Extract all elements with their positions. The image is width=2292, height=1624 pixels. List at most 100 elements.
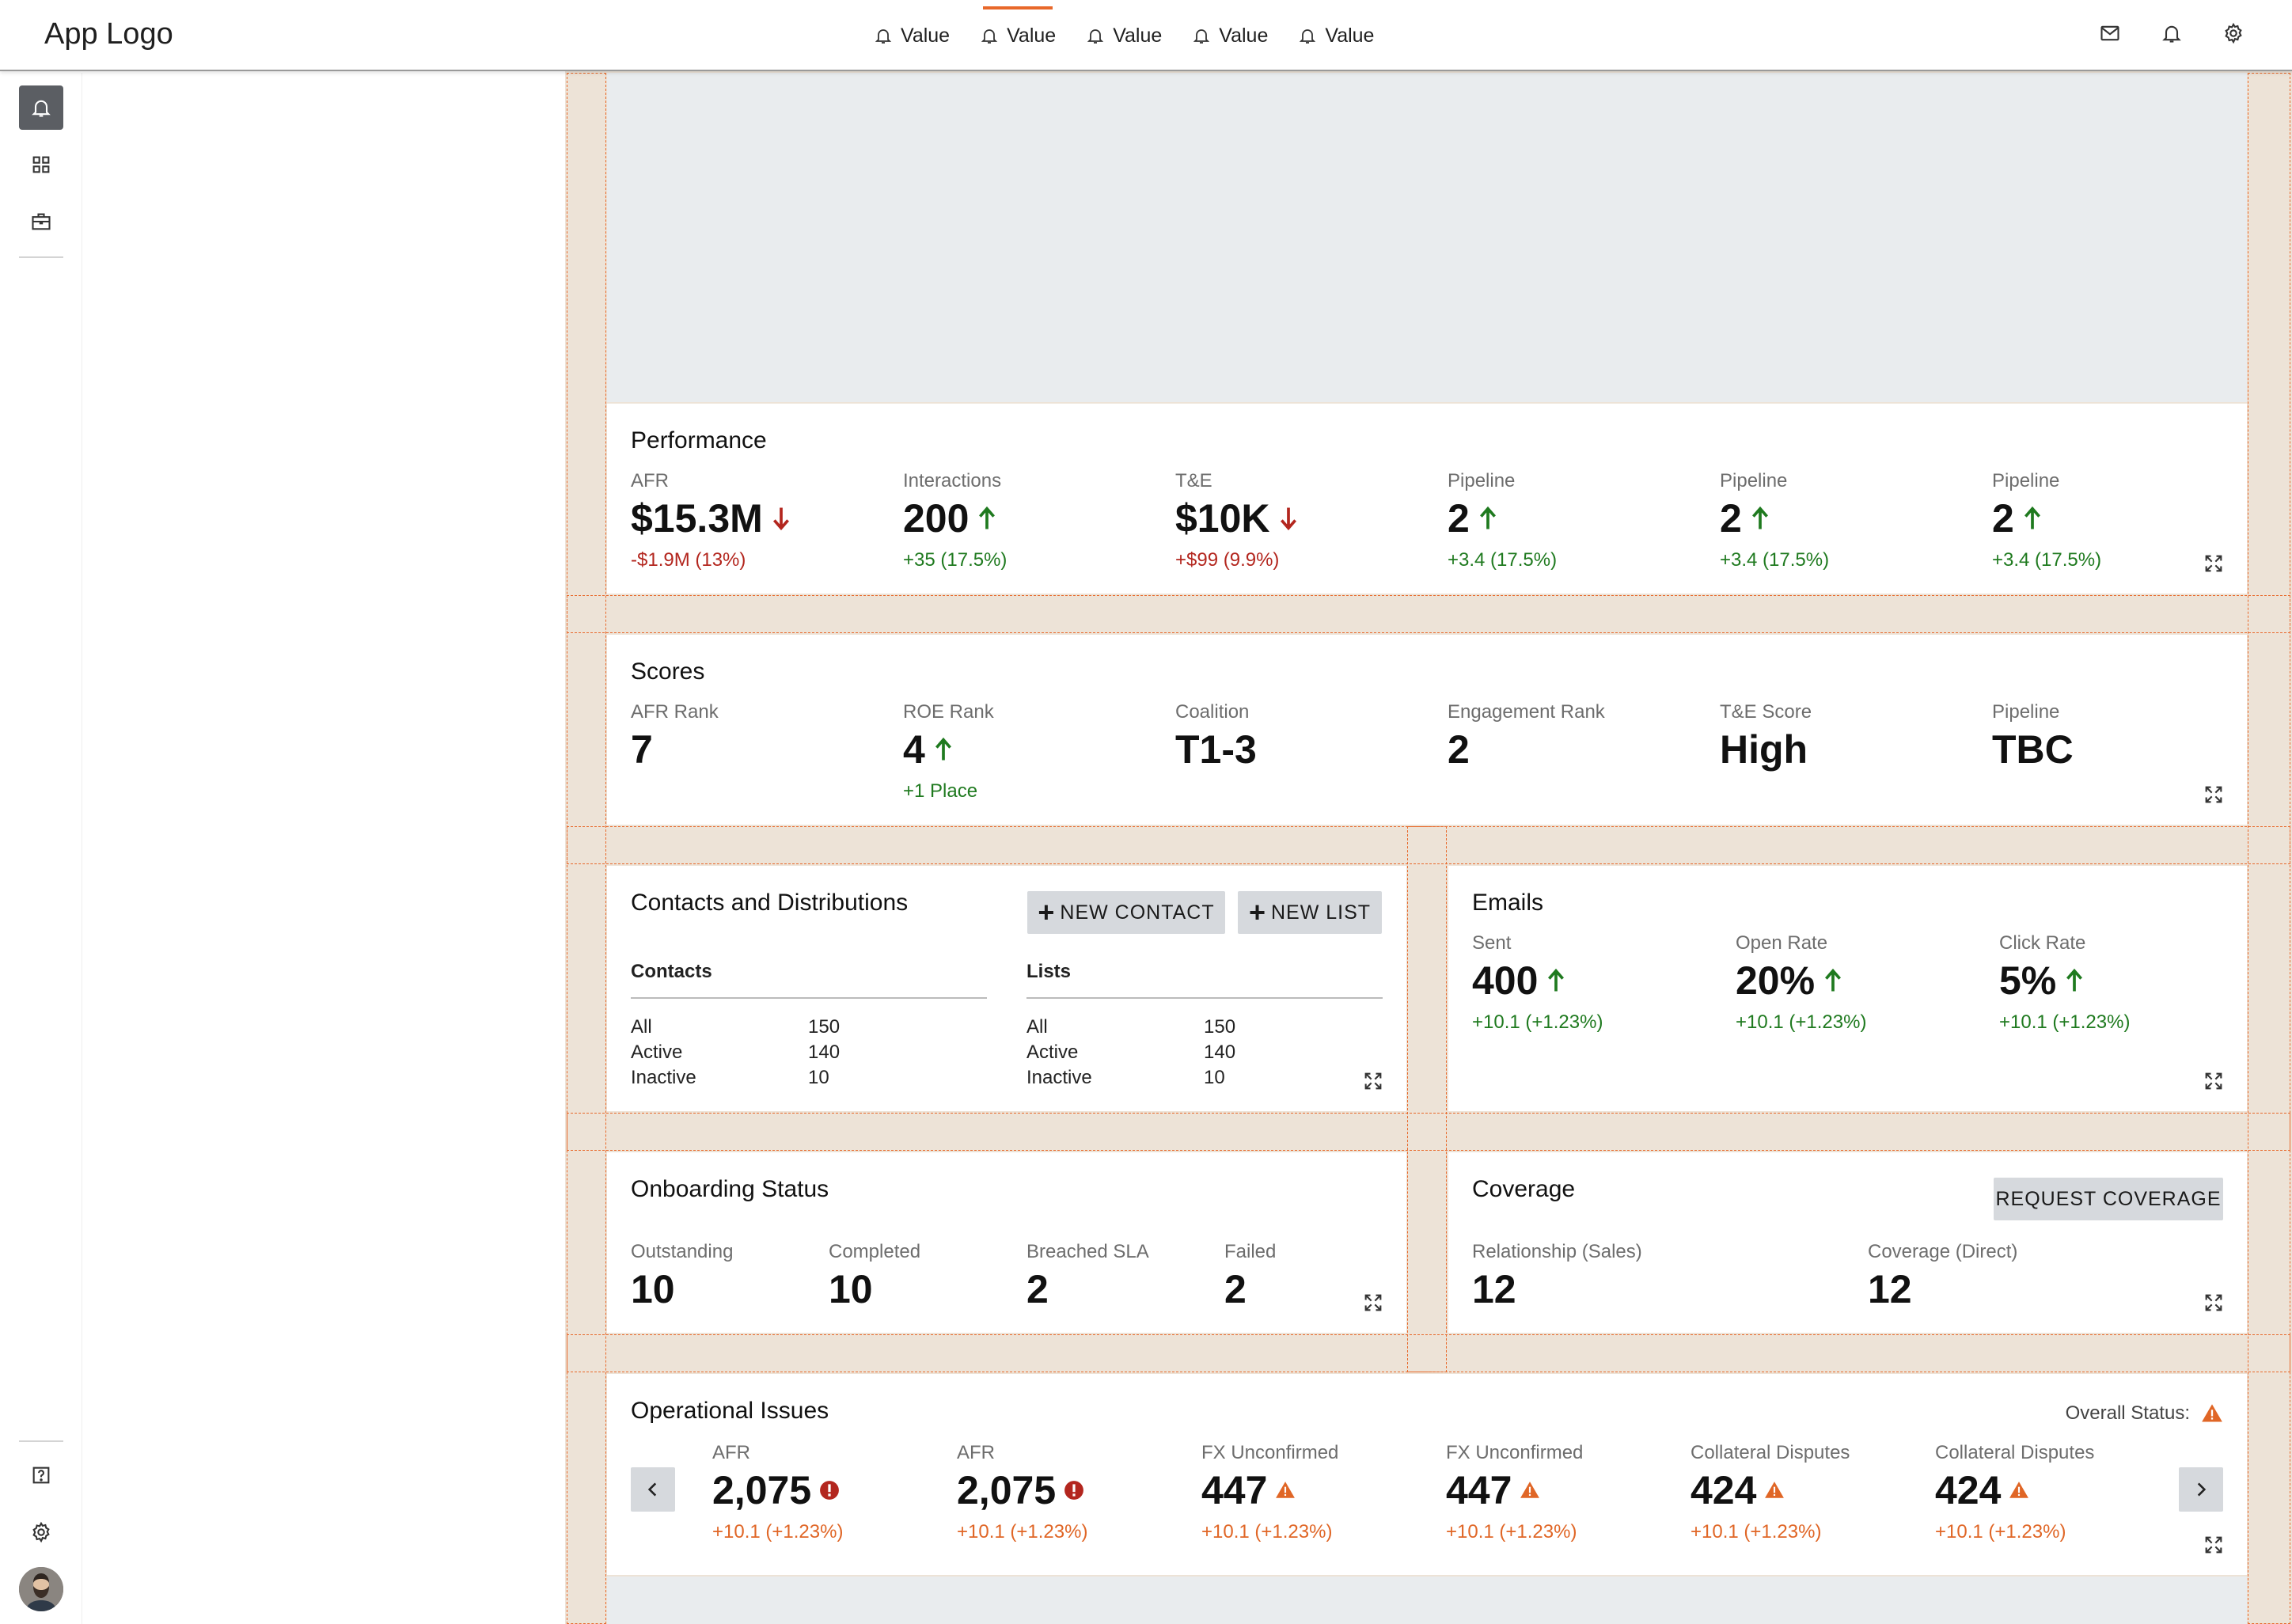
scores-card: Scores AFR Rank 7 ROE Rank 4 +1 Place Coaliti… [607,635,2247,825]
stat-value-row: 200 [903,499,1007,538]
stat-value-row: 447 [1446,1470,1583,1510]
new-list-button[interactable]: + NEW LIST [1238,891,1382,934]
arrow-up-icon [1751,506,1768,529]
bell-icon[interactable] [2161,22,2183,44]
stat-label: Outstanding [631,1241,734,1262]
card-title: Onboarding Status [631,1176,829,1202]
stat-item: T&E $10K +$99 (9.9%) [1175,470,1299,571]
stat-delta: -$1.9M (13%) [631,549,746,571]
row-value: 150 [808,1016,841,1038]
row-value: 140 [808,1042,841,1063]
stat-value-row: 2,075 [712,1470,843,1510]
grid-gutter [567,1113,2290,1151]
stat-label: Engagement Rank [1448,701,1605,723]
divider [631,997,987,999]
tab-value[interactable]: Value [1287,0,1385,71]
carousel-prev-button[interactable] [631,1467,675,1512]
expand-icon[interactable] [1362,1070,1384,1092]
avatar[interactable] [19,1567,63,1611]
stat-item: Open Rate 20% +10.1 (+1.23%) [1736,932,1866,1034]
expand-icon[interactable] [2203,1292,2225,1314]
stat-item: Outstanding 10 [631,1241,733,1309]
arrow-up-icon [935,737,951,761]
sidebar-item-dashboard[interactable] [19,142,63,187]
stat-value: 2 [1992,496,2014,541]
stat-value: 200 [903,496,970,541]
stat-label: Open Rate [1736,932,1828,954]
table-row: All 150 [1026,1016,1235,1038]
arrow-up-icon [1548,968,1565,992]
carousel-next-button[interactable] [2179,1467,2223,1512]
stat-delta: +10.1 (+1.23%) [1691,1521,1822,1542]
gear-icon [32,1521,50,1543]
stat-item: ROE Rank 4 +1 Place [903,701,994,803]
bell-icon [1300,29,1316,44]
stat-label: Pipeline [1992,470,2060,491]
tab-value[interactable]: Value [863,0,961,71]
grid-gutter [567,595,2290,633]
tab-value[interactable]: Value [969,0,1067,71]
stat-label: T&E [1175,470,1212,491]
lists-heading: Lists [1026,961,1072,982]
stat-value: 2 [1448,496,1470,541]
bell-icon [875,29,892,44]
warning-icon [1520,1482,1540,1498]
sidebar-item-settings[interactable] [19,1510,63,1554]
stat-label: Completed [829,1241,921,1262]
stat-delta: +3.4 (17.5%) [1992,549,2102,571]
coverage-card: Coverage REQUEST COVERAGE Relationship (… [1448,1152,2247,1333]
gear-icon[interactable] [2222,22,2245,44]
tab-value[interactable]: Value [1075,0,1173,71]
stat-item: Collateral Disputes 424 +10.1 (+1.23%) [1935,1442,2094,1543]
stat-label: Sent [1472,932,1512,954]
stat-label: Coverage (Direct) [1868,1241,2018,1262]
bell-icon [1087,29,1104,44]
stat-value-row: $10K [1175,499,1299,538]
plus-icon: + [1248,896,1266,928]
tab-value[interactable]: Value [1181,0,1279,71]
warning-icon [2202,1404,2222,1422]
expand-icon[interactable] [2203,784,2225,806]
stat-value: 12 [1868,1267,1912,1311]
tab-label: Value [1113,24,1163,47]
stat-label: Relationship (Sales) [1472,1241,1642,1262]
new-contact-button[interactable]: + NEW CONTACT [1027,891,1225,934]
table-row: Active 140 [1026,1042,1235,1064]
stat-item: Pipeline 2 +3.4 (17.5%) [1448,470,1557,571]
row-label: All [631,1016,652,1038]
stat-value-row: 10 [631,1269,733,1309]
overall-status: Overall Status: [2066,1402,2223,1425]
stat-value: 2 [1026,1267,1049,1311]
expand-icon[interactable] [2203,1070,2225,1092]
arrow-up-icon [1825,968,1842,992]
sidebar-item-help[interactable] [19,1453,63,1497]
stat-value: 447 [1201,1468,1268,1512]
stat-value: 4 [903,727,925,772]
table-row: Inactive 10 [631,1067,829,1089]
request-coverage-button[interactable]: REQUEST COVERAGE [1994,1178,2223,1220]
chevron-right-icon [2197,1482,2207,1497]
stat-delta: +10.1 (+1.23%) [1201,1521,1333,1542]
expand-icon[interactable] [1362,1292,1384,1314]
user-avatar-icon [19,1567,63,1611]
expand-icon[interactable] [2203,1534,2225,1556]
stat-item: AFR 2,075 +10.1 (+1.23%) [957,1442,1087,1543]
app-logo[interactable]: App Logo [44,17,173,51]
stat-delta: +35 (17.5%) [903,549,1007,571]
stat-value-row: 2 [1224,1269,1276,1309]
plus-icon: + [1038,896,1056,928]
expand-icon[interactable] [2203,552,2225,575]
sidebar-item-portfolio[interactable] [19,199,63,244]
stat-value-row: T1-3 [1175,730,1257,769]
tab-label: Value [901,24,951,47]
stat-value: 447 [1446,1468,1512,1512]
mail-icon[interactable] [2099,22,2121,44]
stat-value: 7 [631,727,653,772]
stat-item: Completed 10 [829,1241,920,1309]
overall-status-label: Overall Status: [2065,1402,2190,1424]
arrow-up-icon [2024,506,2040,529]
stat-value: T1-3 [1175,727,1257,772]
sidebar-item-notifications[interactable] [19,85,63,130]
stat-value: $15.3M [631,496,763,541]
stat-delta: +10.1 (+1.23%) [712,1521,844,1542]
